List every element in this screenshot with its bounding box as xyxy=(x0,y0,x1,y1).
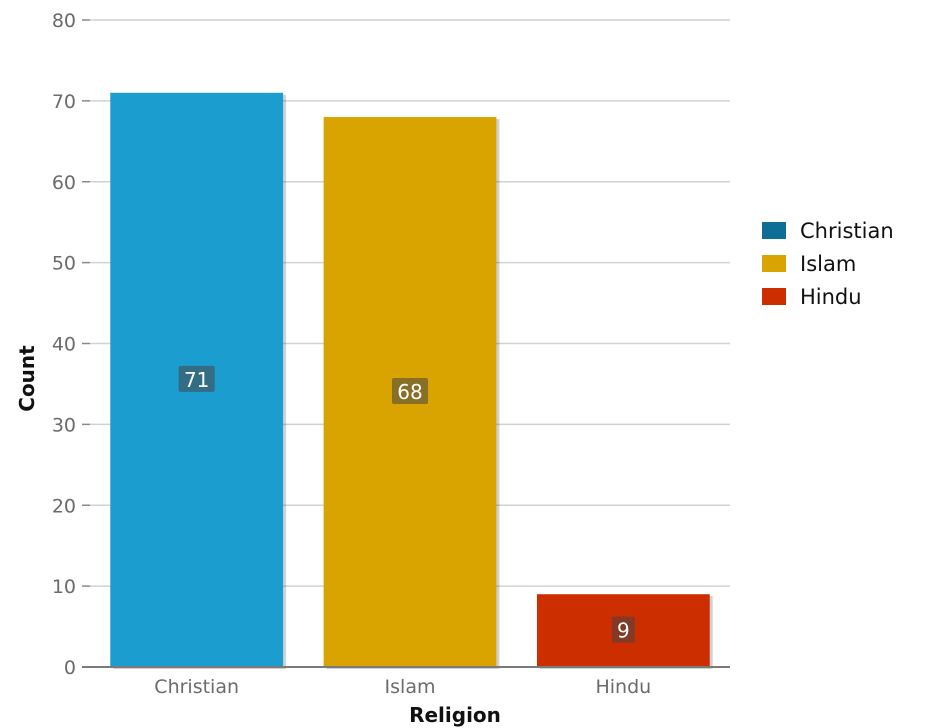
y-tick-label: 80 xyxy=(52,10,76,32)
data-label-box xyxy=(392,378,428,405)
legend-label-christian: Christian xyxy=(800,219,894,243)
y-tick-label: 70 xyxy=(52,91,76,113)
x-axis-title: Religion xyxy=(409,703,501,727)
x-axis-ticks: Christian Islam Hindu xyxy=(154,676,651,698)
x-tick-label: Islam xyxy=(385,676,436,698)
data-label: 68 xyxy=(397,380,422,404)
data-label: 71 xyxy=(184,368,209,392)
legend-swatch-christian xyxy=(762,222,786,239)
y-tick-label: 50 xyxy=(52,253,76,275)
y-tick-label: 60 xyxy=(52,172,76,194)
legend-swatch-hindu xyxy=(762,288,786,305)
y-tick-label: 20 xyxy=(52,495,76,517)
y-tick-label: 30 xyxy=(52,414,76,436)
y-axis-ticks: 0 10 20 30 40 50 60 70 80 xyxy=(52,10,90,679)
x-tick-label: Hindu xyxy=(595,676,651,698)
y-axis-title: Count xyxy=(15,345,39,412)
data-label-box xyxy=(611,616,635,643)
bars: 71 68 9 xyxy=(110,92,713,670)
y-tick-label: 0 xyxy=(64,657,76,679)
legend-swatch-islam xyxy=(762,255,786,272)
y-tick-label: 40 xyxy=(52,334,76,356)
data-label-box xyxy=(178,365,215,392)
legend-label-hindu: Hindu xyxy=(800,285,862,309)
legend: Christian Islam Hindu xyxy=(762,219,894,309)
x-tick-label: Christian xyxy=(154,676,239,698)
legend-label-islam: Islam xyxy=(800,252,856,276)
y-tick-label: 10 xyxy=(52,576,76,598)
data-label: 9 xyxy=(617,619,630,643)
